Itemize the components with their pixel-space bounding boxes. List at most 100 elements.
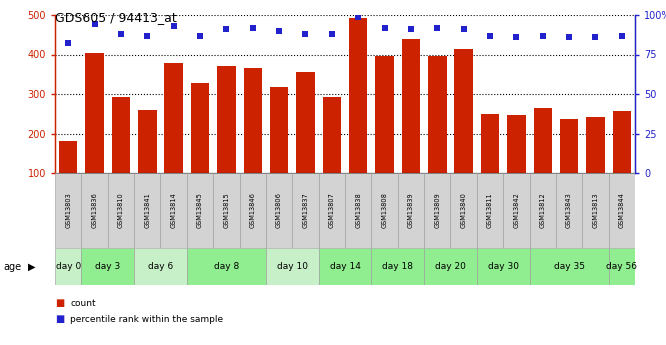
Bar bbox=[81, 173, 108, 248]
Bar bbox=[138, 110, 157, 173]
Bar bbox=[161, 173, 187, 248]
Text: ■: ■ bbox=[55, 314, 64, 324]
Text: GSM13810: GSM13810 bbox=[118, 193, 124, 228]
Text: GSM13843: GSM13843 bbox=[566, 193, 572, 228]
Bar bbox=[322, 97, 341, 173]
Bar bbox=[165, 63, 183, 173]
Bar bbox=[398, 173, 424, 248]
Text: GSM13808: GSM13808 bbox=[382, 193, 388, 228]
Bar bbox=[376, 56, 394, 173]
Bar bbox=[318, 173, 345, 248]
Text: GSM13837: GSM13837 bbox=[302, 193, 308, 228]
Point bbox=[537, 33, 548, 38]
Bar bbox=[454, 49, 473, 173]
Point bbox=[406, 27, 416, 32]
Text: day 20: day 20 bbox=[435, 262, 466, 271]
Text: GSM13803: GSM13803 bbox=[65, 193, 71, 228]
Text: GSM13840: GSM13840 bbox=[461, 193, 467, 228]
Text: GSM13806: GSM13806 bbox=[276, 193, 282, 228]
Bar bbox=[187, 173, 213, 248]
Bar bbox=[187, 248, 266, 285]
Text: GSM13811: GSM13811 bbox=[487, 193, 493, 228]
Bar bbox=[266, 173, 292, 248]
Bar bbox=[240, 173, 266, 248]
Bar bbox=[529, 248, 609, 285]
Point bbox=[563, 34, 574, 40]
Text: day 10: day 10 bbox=[277, 262, 308, 271]
Bar bbox=[108, 173, 134, 248]
Text: day 18: day 18 bbox=[382, 262, 413, 271]
Bar bbox=[190, 83, 209, 173]
Bar bbox=[529, 173, 556, 248]
Bar bbox=[428, 56, 446, 173]
Bar bbox=[134, 173, 161, 248]
Bar bbox=[481, 114, 500, 173]
Point bbox=[511, 34, 521, 40]
Text: GSM13846: GSM13846 bbox=[250, 193, 256, 228]
Point bbox=[300, 31, 311, 37]
Bar bbox=[560, 119, 578, 173]
Text: GSM13813: GSM13813 bbox=[593, 193, 599, 228]
Text: GSM13807: GSM13807 bbox=[329, 193, 335, 228]
Bar bbox=[450, 173, 477, 248]
Text: GSM13845: GSM13845 bbox=[197, 193, 203, 228]
Point bbox=[432, 25, 443, 30]
Bar bbox=[613, 111, 631, 173]
Bar bbox=[533, 108, 552, 173]
Bar bbox=[217, 66, 236, 173]
Bar bbox=[81, 248, 134, 285]
Text: GSM13842: GSM13842 bbox=[513, 193, 519, 228]
Point bbox=[63, 41, 73, 46]
Point bbox=[326, 31, 337, 37]
Bar bbox=[609, 248, 635, 285]
Bar bbox=[266, 248, 318, 285]
Bar bbox=[582, 173, 609, 248]
Point bbox=[353, 14, 364, 19]
Bar bbox=[55, 173, 81, 248]
Bar bbox=[59, 141, 77, 173]
Bar bbox=[507, 115, 525, 173]
Point bbox=[274, 28, 284, 33]
Bar bbox=[477, 248, 529, 285]
Bar bbox=[586, 117, 605, 173]
Text: ▶: ▶ bbox=[28, 262, 35, 272]
Point bbox=[221, 27, 232, 32]
Bar bbox=[424, 173, 450, 248]
Bar bbox=[55, 248, 81, 285]
Bar bbox=[477, 173, 503, 248]
Text: day 6: day 6 bbox=[148, 262, 173, 271]
Point bbox=[168, 23, 179, 29]
Bar bbox=[349, 18, 368, 173]
Bar bbox=[609, 173, 635, 248]
Text: day 14: day 14 bbox=[330, 262, 360, 271]
Bar bbox=[556, 173, 582, 248]
Point bbox=[617, 33, 627, 38]
Point bbox=[379, 25, 390, 30]
Bar bbox=[503, 173, 529, 248]
Bar bbox=[318, 248, 372, 285]
Bar bbox=[292, 173, 318, 248]
Text: day 8: day 8 bbox=[214, 262, 239, 271]
Point bbox=[458, 27, 469, 32]
Text: age: age bbox=[3, 262, 21, 272]
Bar bbox=[402, 39, 420, 173]
Point bbox=[89, 22, 100, 27]
Bar bbox=[424, 248, 477, 285]
Text: GSM13836: GSM13836 bbox=[91, 193, 97, 228]
Text: count: count bbox=[71, 298, 96, 307]
Text: ■: ■ bbox=[55, 298, 64, 308]
Point bbox=[247, 25, 258, 30]
Text: day 56: day 56 bbox=[606, 262, 637, 271]
Text: day 3: day 3 bbox=[95, 262, 121, 271]
Point bbox=[116, 31, 127, 37]
Text: GSM13841: GSM13841 bbox=[145, 193, 151, 228]
Point bbox=[194, 33, 205, 38]
Bar bbox=[134, 248, 187, 285]
Point bbox=[142, 33, 153, 38]
Text: GSM13839: GSM13839 bbox=[408, 193, 414, 228]
Bar bbox=[270, 87, 288, 173]
Point bbox=[485, 33, 496, 38]
Text: GSM13809: GSM13809 bbox=[434, 193, 440, 228]
Bar bbox=[85, 53, 104, 173]
Text: GSM13838: GSM13838 bbox=[355, 193, 361, 228]
